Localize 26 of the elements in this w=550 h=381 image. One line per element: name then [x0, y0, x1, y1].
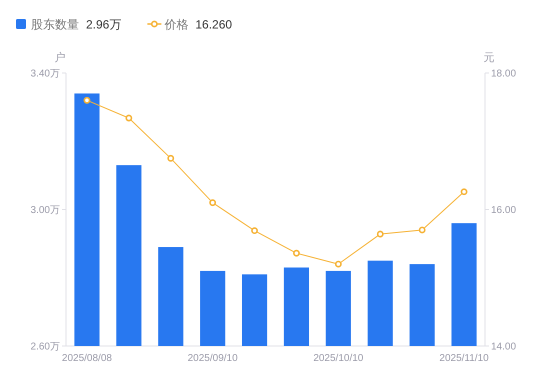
point [125, 114, 132, 122]
text: 2.96万 [86, 18, 122, 32]
point [376, 230, 384, 238]
x-tick-label: 2025/10/10 [313, 353, 364, 364]
x-tick-label: 2025/08/08 [62, 353, 112, 364]
point [293, 250, 300, 257]
point [251, 227, 258, 234]
x-tick-label: 2025/09/10 [188, 353, 238, 364]
y-tick-label: 3.40万 [30, 68, 60, 80]
text: 16.260 [195, 18, 232, 32]
legend-label: 价格 [163, 18, 188, 32]
point [167, 154, 174, 162]
y-tick-label: 2.60万 [30, 342, 60, 352]
x-tick-label: 2025/11/10 [439, 353, 490, 364]
point [418, 226, 426, 234]
point [209, 199, 216, 206]
point [334, 260, 342, 268]
legend-label: 股东数量 [31, 18, 79, 32]
y2-tick-label: 14.00 [491, 342, 516, 352]
point [84, 96, 90, 104]
y-tick-label: 3.00万 [30, 205, 60, 216]
y2-tick-label: 18.00 [491, 68, 516, 80]
y2-axis-title: 元 [484, 52, 494, 64]
y2-tick-label: 16.00 [491, 205, 516, 216]
y-axis-title: 户 [54, 51, 66, 64]
point [460, 188, 468, 196]
